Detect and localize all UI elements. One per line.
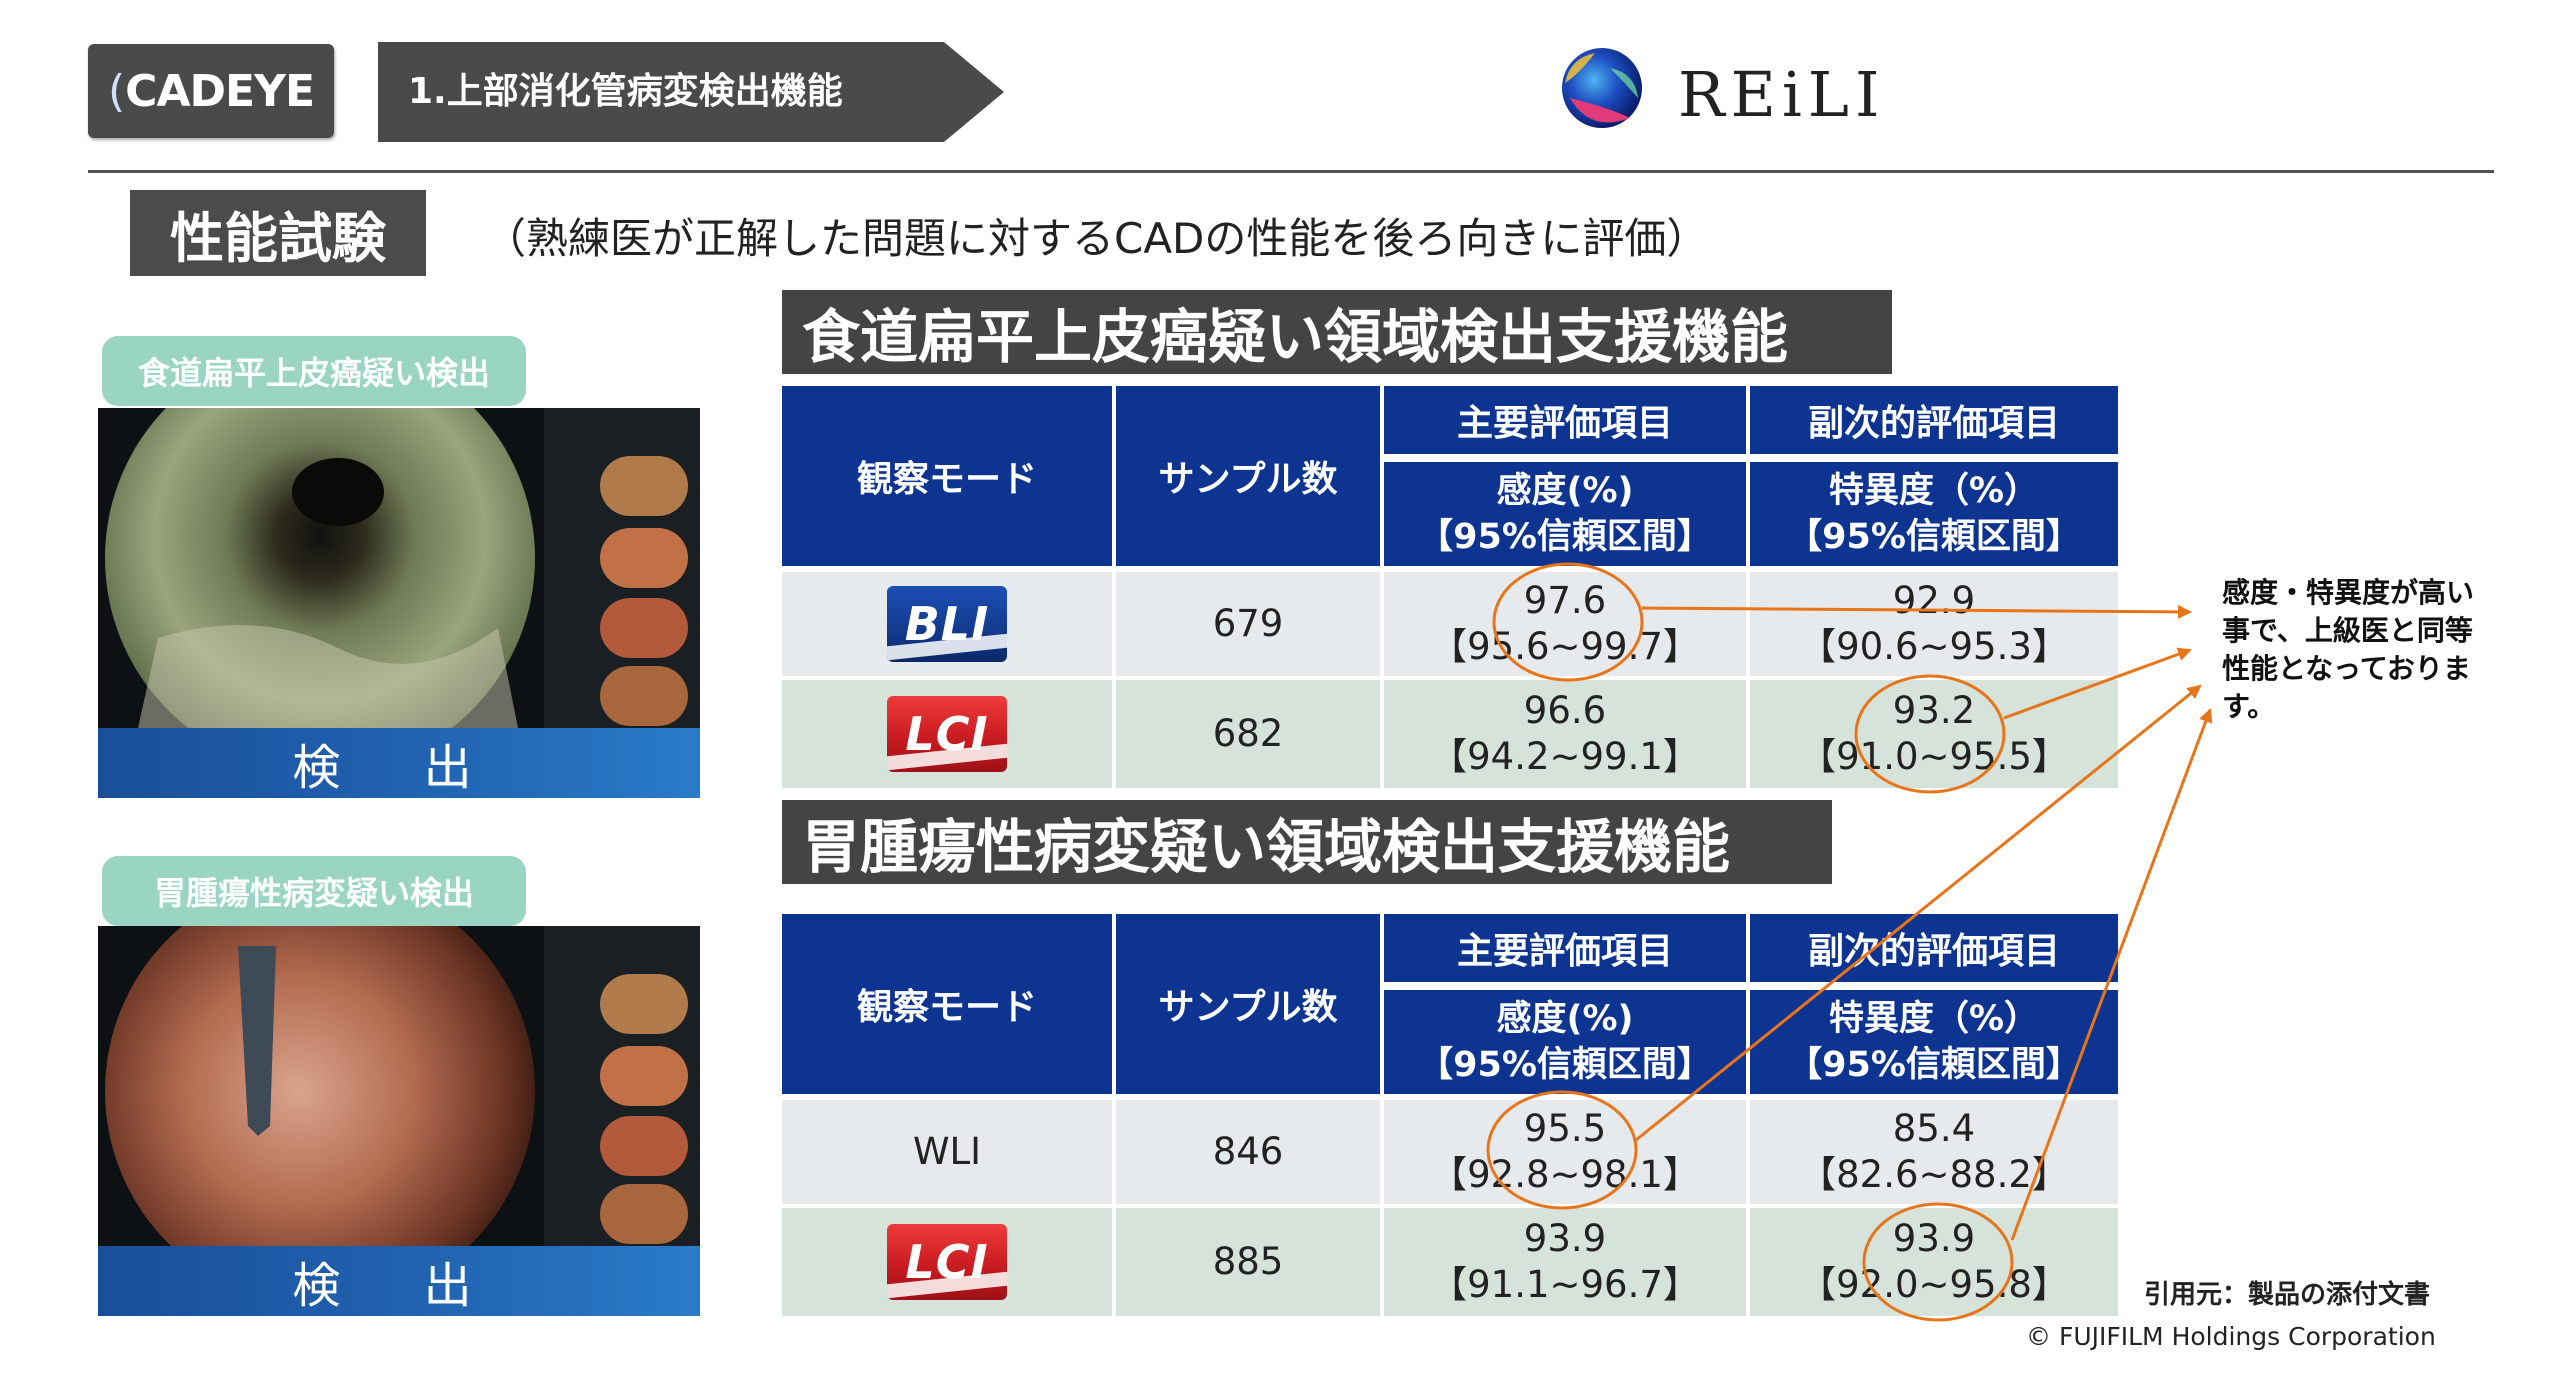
specificity-value: 93.9 (1892, 1217, 1976, 1260)
thumbnail-image (600, 1116, 688, 1176)
table-row-mode: LCI (782, 680, 1112, 788)
header-divider (88, 170, 2494, 173)
sensitivity-ci: 【95.6~99.7】 (1430, 625, 1700, 668)
sensitivity-value: 95.5 (1523, 1107, 1607, 1150)
table-cell-sensitivity: 93.9 【91.1~96.7】 (1384, 1208, 1746, 1316)
esophageal-results-table: 観察モード サンプル数 主要評価項目 副次的評価項目 感度(%) 【95%信頼区… (782, 386, 2118, 788)
source-citation: 引用元：製品の添付文書 (2144, 1280, 2431, 1310)
header-sensitivity-label: 感度(%) (1496, 999, 1634, 1039)
header-primary-group: 主要評価項目 (1384, 386, 1746, 454)
specificity-ci: 【82.6~88.2】 (1799, 1153, 2069, 1196)
table-cell-specificity: 92.9 【90.6~95.3】 (1750, 572, 2118, 676)
thumbnail-image (600, 974, 688, 1034)
table-row-mode: LCI (782, 1208, 1112, 1316)
table-cell-samples: 846 (1116, 1100, 1380, 1204)
specificity-value: 93.2 (1892, 689, 1976, 732)
thumbnail-image (600, 1046, 688, 1106)
thumbnail-image (600, 528, 688, 588)
header-sensitivity-ci: 【95%信頼区間】 (1418, 1045, 1712, 1085)
reili-brand-text: REiLI (1678, 58, 1886, 131)
cadeye-logo-text: CADEYE (125, 65, 315, 117)
esophageal-detection-label: 食道扁平上皮癌疑い検出 (102, 336, 526, 406)
section-tag-text: 1.上部消化管病変検出機能 (408, 71, 843, 112)
performance-title: 性能試験 (130, 190, 426, 276)
table-cell-sensitivity: 95.5 【92.8~98.1】 (1384, 1100, 1746, 1204)
table-cell-specificity: 93.2 【91.0~95.5】 (1750, 680, 2118, 788)
lci-badge-icon: LCI (887, 696, 1007, 772)
table-cell-specificity: 93.9 【92.0~95.8】 (1750, 1208, 2118, 1316)
table-cell-samples: 679 (1116, 572, 1380, 676)
gastric-endoscope-image: 検 出 (98, 926, 700, 1316)
detection-status-bar: 検 出 (98, 728, 700, 798)
header-specificity-label: 特異度（%） (1828, 999, 2040, 1039)
thumbnail-image (600, 1184, 688, 1244)
reili-logo: REiLI (1540, 38, 1900, 148)
gastric-detection-label: 胃腫瘍性病変疑い検出 (102, 856, 526, 926)
table-cell-mode: WLI (782, 1100, 1112, 1204)
annotation-note: 感度・特異度が高い事で、上級医と同等性能となっております。 (2222, 576, 2475, 723)
table-cell-sensitivity: 97.6 【95.6~99.7】 (1384, 572, 1746, 676)
gastric-results-table: 観察モード サンプル数 主要評価項目 副次的評価項目 感度(%) 【95%信頼区… (782, 914, 2118, 1316)
sensitivity-value: 96.6 (1523, 689, 1607, 732)
header-sensitivity: 感度(%) 【95%信頼区間】 (1384, 990, 1746, 1094)
header-secondary-group: 副次的評価項目 (1750, 914, 2118, 982)
thumbnail-image (600, 456, 688, 516)
header-samples: サンプル数 (1116, 914, 1380, 1094)
header-sensitivity: 感度(%) 【95%信頼区間】 (1384, 462, 1746, 566)
bli-badge-icon: BLI (887, 586, 1007, 662)
esophageal-endoscope-image: 検 出 (98, 408, 700, 798)
table-cell-sensitivity: 96.6 【94.2~99.1】 (1384, 680, 1746, 788)
header-secondary-group: 副次的評価項目 (1750, 386, 2118, 454)
thumbnail-strip (544, 408, 700, 728)
cadeye-swoosh-icon: ( (107, 65, 125, 117)
sensitivity-value: 97.6 (1523, 579, 1607, 622)
specificity-value: 92.9 (1892, 579, 1976, 622)
esophageal-section-title: 食道扁平上皮癌疑い領域検出支援機能 (782, 290, 1892, 374)
header-mode: 観察モード (782, 386, 1112, 566)
thumbnail-image (600, 598, 688, 658)
table-cell-samples: 682 (1116, 680, 1380, 788)
performance-subtitle: （熟練医が正解した問題に対するCADの性能を後ろ向きに評価） (484, 214, 1709, 263)
header-sensitivity-label: 感度(%) (1496, 471, 1634, 511)
thumbnail-strip (544, 926, 700, 1246)
header-specificity-label: 特異度（%） (1828, 471, 2040, 511)
sensitivity-value: 93.9 (1523, 1217, 1607, 1260)
header-samples: サンプル数 (1116, 386, 1380, 566)
cadeye-logo: (CADEYE (88, 44, 334, 138)
table-cell-samples: 885 (1116, 1208, 1380, 1316)
header-specificity-ci: 【95%信頼区間】 (1787, 1045, 2081, 1085)
reili-globe-icon (1562, 48, 1642, 128)
specificity-value: 85.4 (1892, 1107, 1976, 1150)
arrow-tag-shape (378, 42, 1004, 142)
table-row-mode: BLI (782, 572, 1112, 676)
sensitivity-ci: 【91.1~96.7】 (1430, 1263, 1700, 1306)
header-sensitivity-ci: 【95%信頼区間】 (1418, 517, 1712, 557)
sensitivity-ci: 【94.2~99.1】 (1430, 735, 1700, 778)
specificity-ci: 【91.0~95.5】 (1799, 735, 2069, 778)
section-tag: 1.上部消化管病変検出機能 (378, 42, 1004, 142)
detection-status-bar: 検 出 (98, 1246, 700, 1316)
specificity-ci: 【92.0~95.8】 (1799, 1263, 2069, 1306)
specificity-ci: 【90.6~95.3】 (1799, 625, 2069, 668)
header-specificity-ci: 【95%信頼区間】 (1787, 517, 2081, 557)
sensitivity-ci: 【92.8~98.1】 (1430, 1153, 1700, 1196)
gastric-section-title: 胃腫瘍性病変疑い領域検出支援機能 (782, 800, 1832, 884)
thumbnail-image (600, 666, 688, 726)
header-specificity: 特異度（%） 【95%信頼区間】 (1750, 990, 2118, 1094)
copyright-text: © FUJIFILM Holdings Corporation (2026, 1322, 2436, 1351)
header-specificity: 特異度（%） 【95%信頼区間】 (1750, 462, 2118, 566)
lci-badge-icon: LCI (887, 1224, 1007, 1300)
header-mode: 観察モード (782, 914, 1112, 1094)
header-primary-group: 主要評価項目 (1384, 914, 1746, 982)
table-cell-specificity: 85.4 【82.6~88.2】 (1750, 1100, 2118, 1204)
